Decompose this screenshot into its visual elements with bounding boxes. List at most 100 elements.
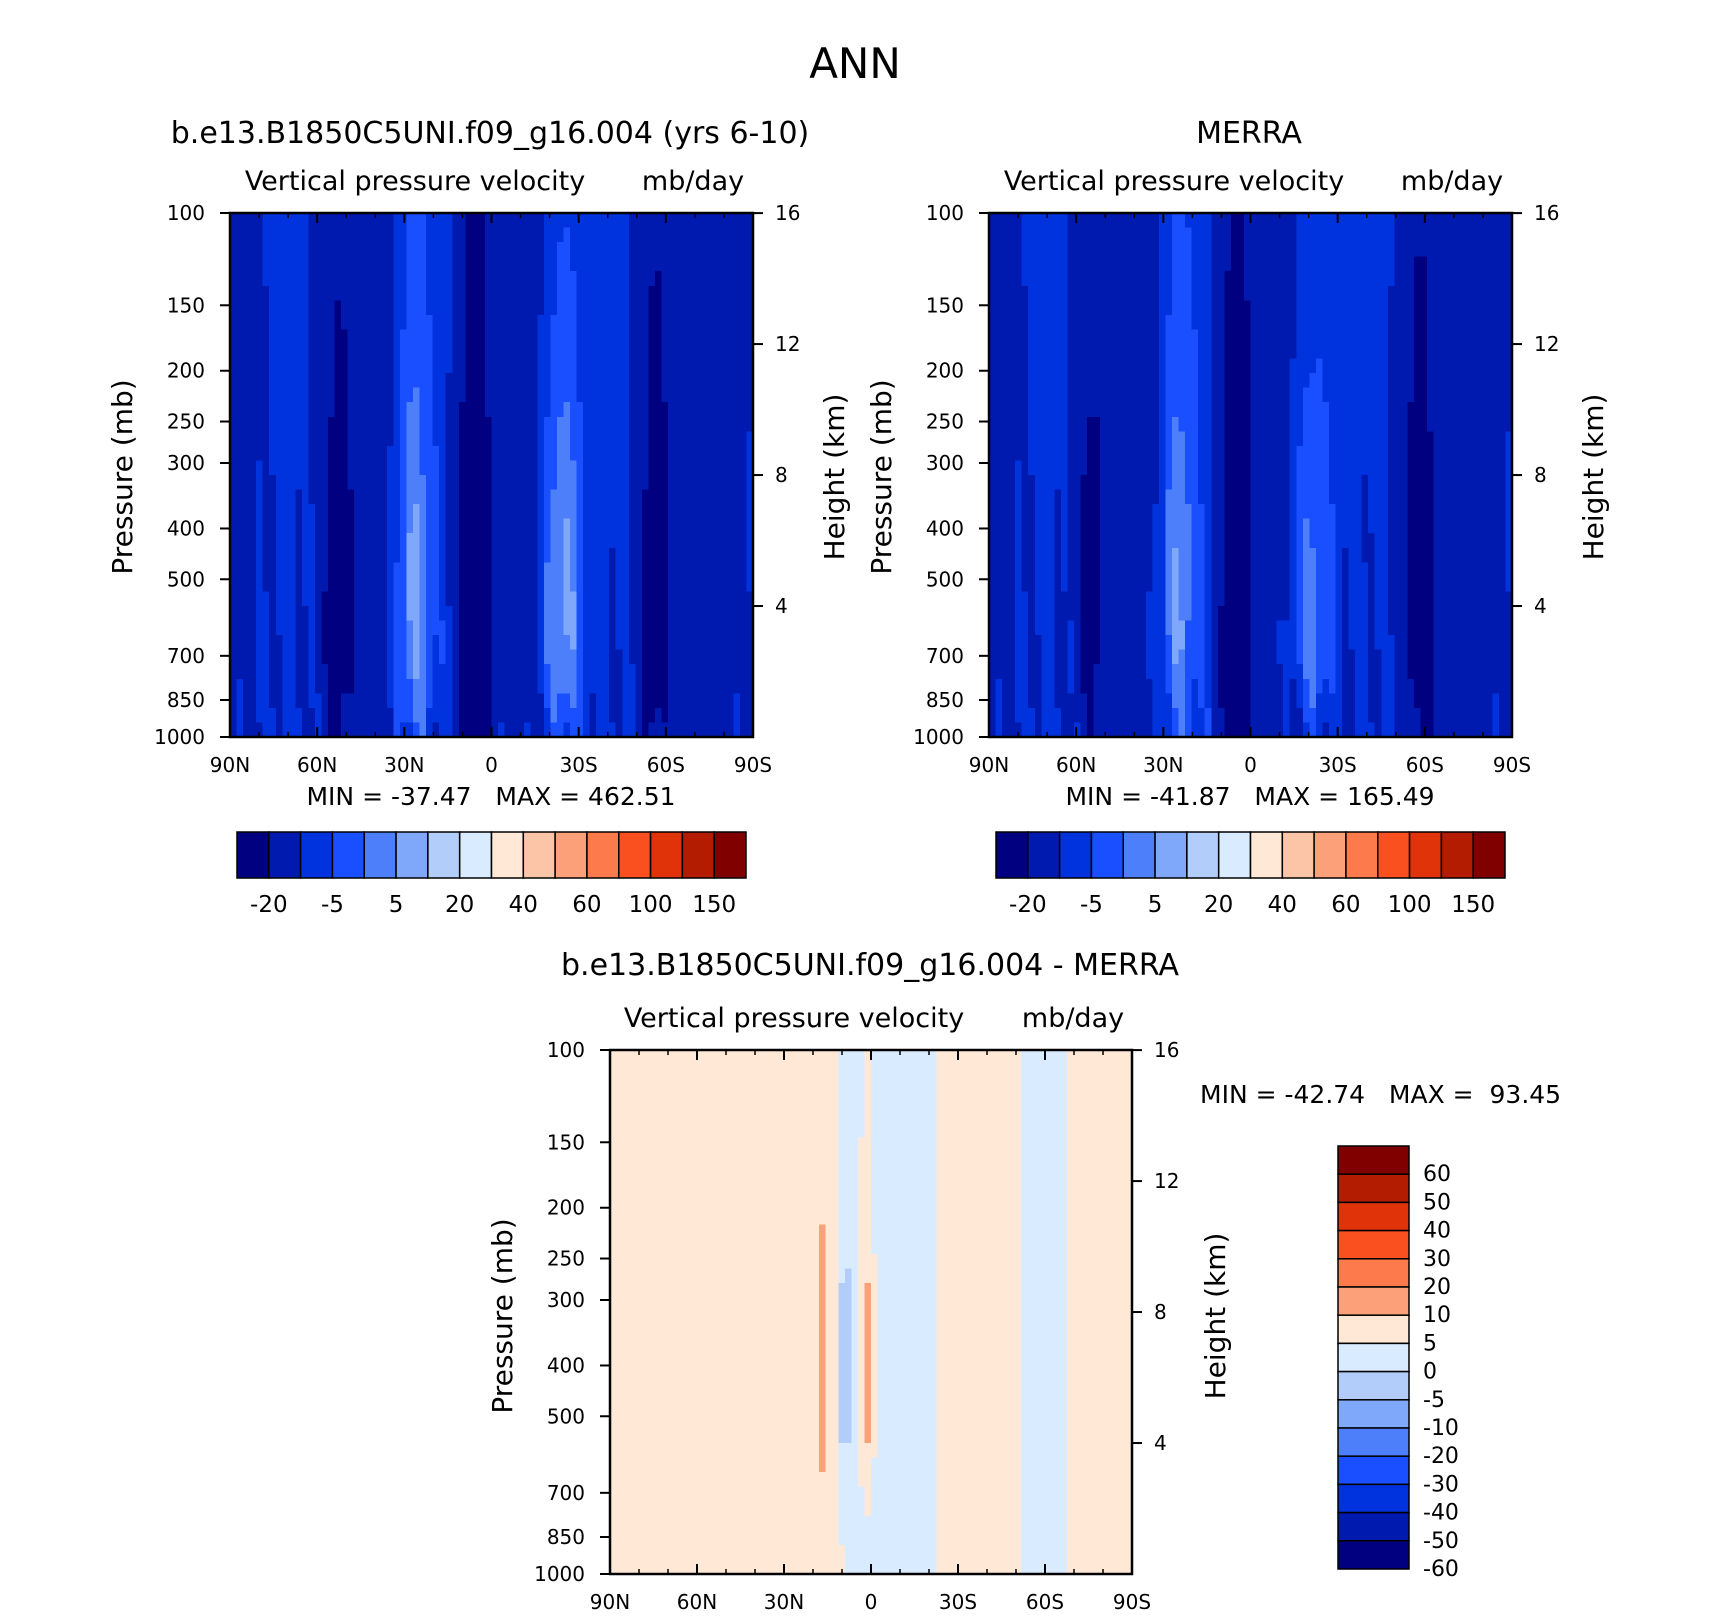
field-cell (413, 242, 421, 258)
field-cell (648, 460, 656, 476)
field-cell (1217, 271, 1225, 287)
field-cell (1080, 533, 1088, 549)
field-cell (373, 402, 381, 418)
field-cell (589, 344, 597, 360)
field-cell (386, 678, 395, 694)
field-cell (1446, 402, 1454, 418)
field-cell (1361, 475, 1369, 491)
field-cell (576, 373, 584, 389)
field-cell (668, 707, 676, 724)
field-cell (563, 722, 571, 738)
field-cell (556, 445, 565, 462)
field-cell (648, 358, 656, 374)
field-cell (439, 431, 447, 447)
field-cell (295, 489, 303, 505)
field-cell (628, 271, 636, 287)
field-cell (314, 227, 323, 243)
field-cell (347, 373, 355, 389)
field-cell (1472, 504, 1480, 520)
field-cell (681, 344, 689, 360)
field-cell (609, 504, 617, 520)
field-cell (700, 547, 708, 563)
field-cell (1015, 460, 1023, 476)
field-cell (707, 591, 715, 607)
field-cell (1060, 518, 1069, 534)
field-cell (282, 373, 290, 389)
field-cell (674, 344, 682, 360)
field-cell (426, 387, 434, 403)
field-cell (354, 256, 362, 272)
field-cell (746, 606, 754, 622)
field-cell (1361, 314, 1369, 331)
field-cell (576, 547, 584, 563)
field-cell (1368, 271, 1376, 287)
field-cell (282, 664, 290, 680)
field-cell (360, 707, 368, 724)
field-cell (1073, 373, 1082, 389)
field-cell (1178, 227, 1186, 243)
field-cell (1191, 489, 1199, 505)
field-cell (746, 358, 754, 374)
field-cell (1348, 344, 1356, 360)
field-cell (1021, 344, 1029, 360)
colorbar-swatch (363, 831, 397, 879)
field-cell (1191, 460, 1199, 476)
field-cell (713, 533, 721, 549)
field-cell (622, 635, 630, 651)
field-cell (1178, 387, 1186, 403)
field-cell (1047, 329, 1055, 345)
field-cell (413, 431, 421, 447)
field-cell (236, 707, 244, 724)
field-cell (399, 576, 408, 593)
field-cell (491, 649, 499, 665)
field-cell (1172, 213, 1180, 229)
field-cell (563, 300, 571, 316)
field-cell (236, 475, 244, 491)
field-cell (1328, 344, 1337, 360)
field-cell (452, 256, 460, 272)
field-cell (687, 475, 695, 491)
field-cell (373, 576, 381, 593)
field-cell (314, 649, 323, 665)
field-cell (1047, 489, 1055, 505)
field-cell (1100, 518, 1108, 534)
field-cell (1113, 344, 1121, 360)
field-cell (321, 518, 329, 534)
field-cell (314, 329, 323, 345)
field-cell (694, 402, 702, 418)
field-cell (367, 693, 375, 709)
field-cell (661, 518, 669, 534)
field-cell (308, 314, 316, 331)
field-cell (1067, 416, 1075, 432)
field-cell (1047, 285, 1055, 301)
field-cell (550, 606, 558, 622)
field-cell (243, 489, 251, 505)
field-cell (1015, 445, 1023, 462)
field-cell (1047, 227, 1055, 243)
field-cell (1257, 402, 1265, 418)
field-cell (1407, 445, 1415, 462)
field-cell (733, 562, 741, 578)
field-cell (445, 445, 453, 462)
field-cell (426, 475, 434, 491)
field-cell (282, 576, 290, 593)
field-cell (1211, 227, 1219, 243)
field-cell (1015, 431, 1023, 447)
field-cell (746, 576, 754, 593)
field-cell (1459, 300, 1467, 316)
field-cell (524, 591, 532, 607)
field-cell (1243, 329, 1252, 345)
field-cell (301, 606, 310, 622)
field-cell (393, 314, 401, 331)
field-cell (1054, 445, 1062, 462)
field-cell (380, 620, 388, 636)
field-cell (471, 242, 480, 258)
field-cell (1302, 373, 1310, 389)
field-cell (589, 576, 597, 593)
field-cell (256, 373, 264, 389)
field-cell (426, 489, 434, 505)
field-cell (243, 591, 251, 607)
field-cell (419, 460, 427, 476)
field-cell (478, 475, 486, 491)
field-cell (1034, 242, 1042, 258)
